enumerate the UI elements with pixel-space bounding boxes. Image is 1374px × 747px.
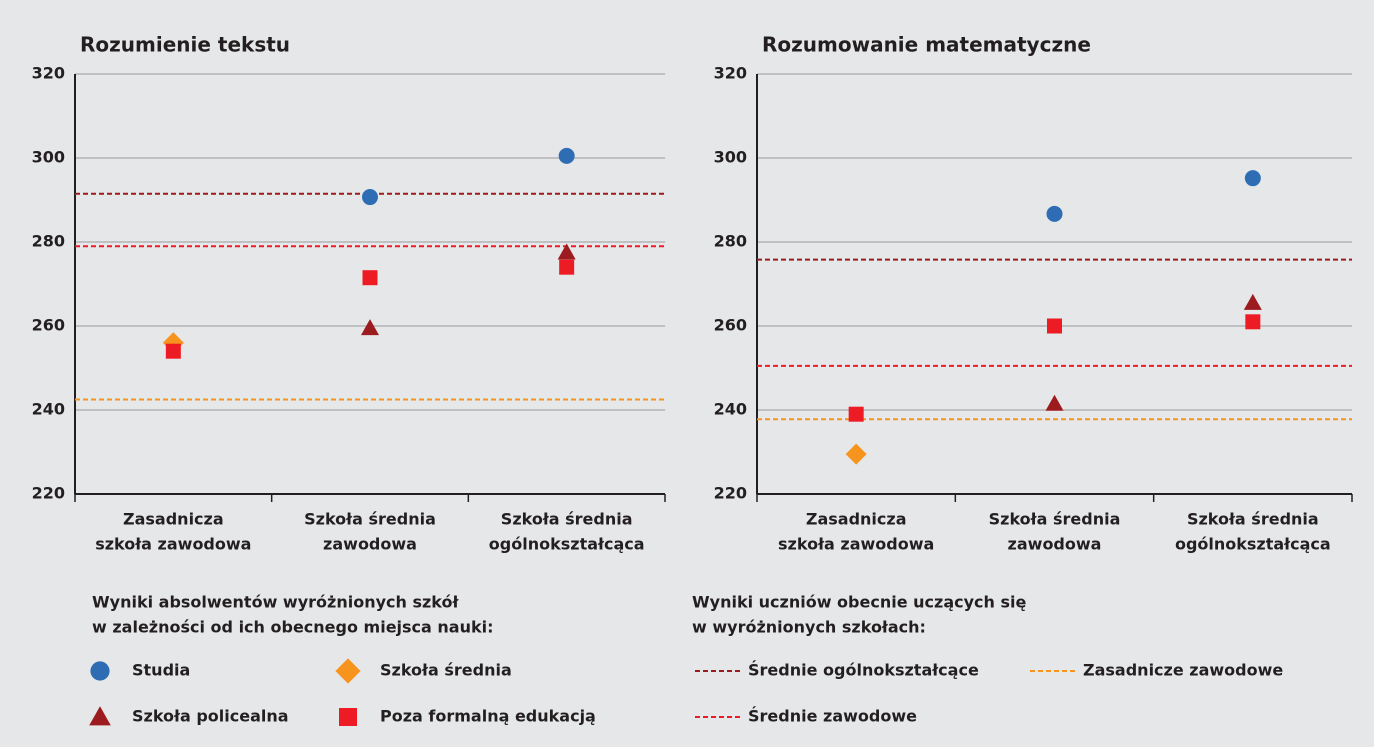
x-tick-label: Szkoła średnia — [989, 510, 1121, 529]
point — [845, 443, 867, 465]
y-tick-label: 240 — [32, 400, 65, 419]
x-tick-label: szkoła zawodowa — [95, 535, 251, 554]
point — [165, 343, 181, 359]
y-tick-label: 220 — [714, 484, 747, 503]
legend-title: Wyniki absolwentów wyróżnionych szkół — [92, 593, 459, 612]
x-tick-label: szkoła zawodowa — [778, 535, 934, 554]
point — [362, 270, 378, 286]
point — [1243, 293, 1262, 310]
point — [339, 708, 357, 726]
x-tick-label: zawodowa — [323, 535, 417, 554]
legend-label: Średnie zawodowe — [748, 707, 917, 726]
x-tick-label: zawodowa — [1008, 535, 1102, 554]
x-tick-label: Szkoła średnia — [304, 510, 436, 529]
legend-label: Średnie ogólnokształcące — [748, 661, 979, 680]
chart-title: Rozumowanie matematyczne — [762, 33, 1091, 57]
point — [335, 658, 361, 684]
legend-label: Szkoła policealna — [132, 707, 289, 726]
x-tick-label: Szkoła średnia — [501, 510, 633, 529]
point — [558, 147, 575, 164]
y-tick-label: 320 — [32, 64, 65, 83]
y-tick-label: 300 — [32, 148, 65, 167]
legend-title: Wyniki uczniów obecnie uczących się — [692, 593, 1026, 612]
legend-title: w zależności od ich obecnego miejsca nau… — [92, 618, 494, 637]
y-tick-label: 240 — [714, 400, 747, 419]
point — [1046, 205, 1063, 222]
x-tick-label: ogólnokształcąca — [1175, 535, 1331, 554]
legend-label: Szkoła średnia — [380, 661, 512, 680]
y-tick-label: 260 — [32, 316, 65, 335]
legend-title: w wyróżnionych szkołach: — [692, 618, 926, 637]
chart-title: Rozumienie tekstu — [80, 33, 290, 57]
y-tick-label: 320 — [714, 64, 747, 83]
point — [1047, 318, 1062, 334]
x-tick-label: Zasadnicza — [123, 510, 224, 529]
legend-label: Poza formalną edukacją — [380, 707, 596, 726]
point — [559, 259, 575, 275]
point — [557, 243, 576, 260]
point — [848, 406, 864, 422]
x-tick-label: Zasadnicza — [806, 510, 907, 529]
point — [89, 706, 111, 726]
point — [1244, 170, 1261, 187]
point — [90, 661, 110, 681]
legend-label: Zasadnicze zawodowe — [1083, 661, 1283, 680]
y-tick-label: 220 — [32, 484, 65, 503]
point — [361, 319, 379, 336]
y-tick-label: 260 — [714, 316, 747, 335]
point — [1045, 394, 1064, 411]
y-tick-label: 280 — [32, 232, 65, 251]
x-tick-label: ogólnokształcąca — [489, 535, 645, 554]
legend-label: Studia — [132, 661, 190, 680]
point — [362, 189, 378, 206]
x-tick-label: Szkoła średnia — [1187, 510, 1319, 529]
y-tick-label: 300 — [714, 148, 747, 167]
point — [1245, 314, 1261, 330]
y-tick-label: 280 — [714, 232, 747, 251]
